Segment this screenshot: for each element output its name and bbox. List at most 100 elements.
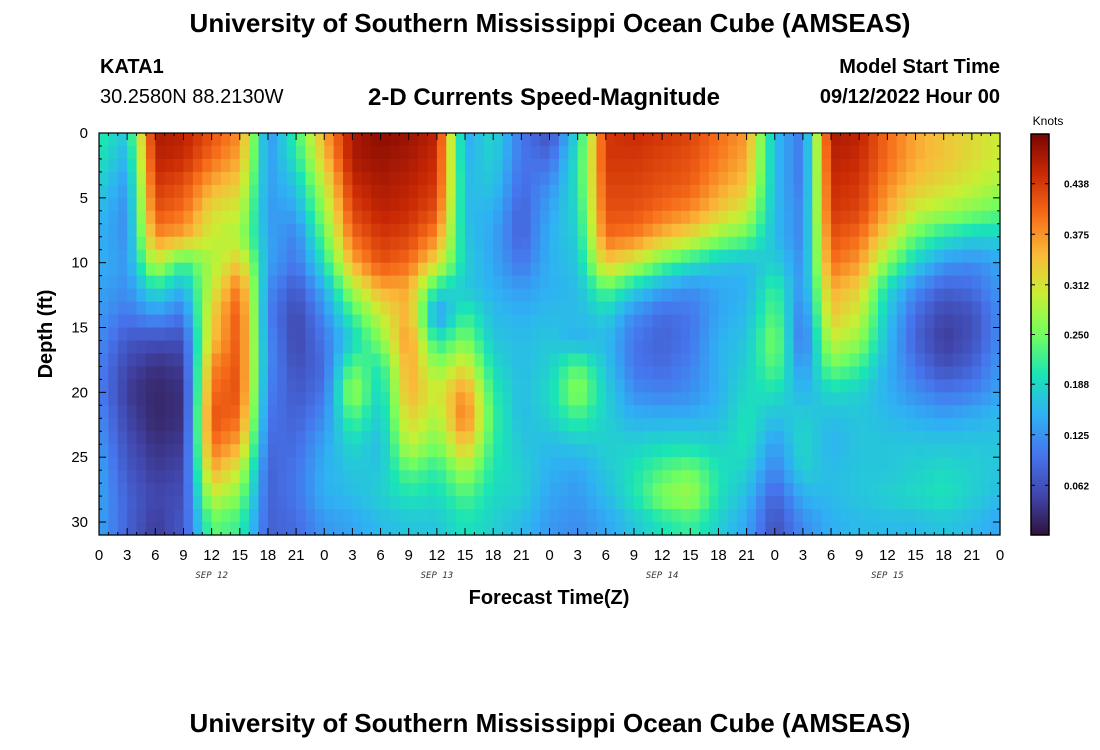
heatmap-cell [633, 418, 644, 432]
heatmap-cell [155, 171, 166, 186]
heatmap-cell [680, 366, 691, 380]
heatmap-cell [352, 366, 363, 380]
heatmap-cell [596, 327, 607, 342]
heatmap-cell [230, 249, 241, 264]
heatmap-cell [333, 366, 344, 380]
heatmap-cell [596, 392, 607, 406]
heatmap-cell [211, 379, 222, 393]
heatmap-cell [633, 496, 644, 510]
heatmap-cell [108, 483, 119, 497]
heatmap-cell [737, 223, 748, 238]
heatmap-cell [737, 184, 748, 199]
heatmap-cell [727, 327, 738, 342]
heatmap-cell [221, 483, 231, 497]
heatmap-cell [418, 275, 429, 290]
heatmap-cell [981, 262, 992, 277]
heatmap-cell [971, 223, 982, 238]
heatmap-cell [812, 470, 823, 484]
heatmap-cell [296, 288, 307, 303]
heatmap-cell [558, 457, 569, 471]
heatmap-cell [324, 236, 335, 251]
heatmap-cell [887, 197, 898, 212]
heatmap-cell [953, 496, 964, 510]
heatmap-cell [577, 353, 588, 368]
heatmap-cell [812, 327, 823, 342]
x-tick-label: 6 [376, 547, 384, 564]
heatmap-cell [859, 236, 870, 251]
heatmap-cell [624, 405, 635, 419]
heatmap-cell [145, 392, 156, 406]
heatmap-cell [399, 483, 410, 497]
heatmap-cell [943, 236, 954, 251]
heatmap-cell [662, 340, 673, 355]
heatmap-cell [474, 457, 485, 471]
heatmap-cell [465, 405, 476, 419]
heatmap-cell [399, 236, 410, 251]
heatmap-cell [361, 405, 372, 419]
heatmap-cell [596, 301, 607, 316]
heatmap-cell [699, 444, 710, 458]
heatmap-cell [530, 431, 541, 445]
heatmap-cell [877, 392, 888, 406]
heatmap-cell [314, 392, 325, 406]
heatmap-cell [784, 288, 795, 303]
heatmap-cell [145, 275, 156, 290]
heatmap-cell [352, 327, 363, 342]
heatmap-cell [652, 210, 663, 225]
heatmap-cell [765, 418, 776, 432]
heatmap-cell [183, 301, 194, 316]
heatmap-cell [680, 509, 691, 523]
heatmap-cell [389, 379, 400, 393]
heatmap-cell [774, 366, 785, 380]
heatmap-cell [831, 470, 842, 484]
heatmap-cell [286, 496, 297, 510]
heatmap-cell [568, 457, 579, 471]
heatmap-cell [511, 262, 522, 277]
heatmap-cell [755, 483, 766, 497]
heatmap-cell [605, 288, 616, 303]
heatmap-cell [540, 392, 551, 406]
heatmap-cell [840, 470, 851, 484]
heatmap-cell [192, 314, 203, 329]
x-tick-label: 12 [654, 547, 671, 564]
heatmap-cell [380, 327, 391, 342]
heatmap-cell [568, 418, 579, 432]
heatmap-cell [286, 223, 297, 238]
heatmap-cell [136, 366, 147, 380]
heatmap-cell [924, 327, 935, 342]
heatmap-cell [474, 301, 485, 316]
x-tick-label: 21 [738, 547, 755, 564]
heatmap-cell [399, 210, 410, 225]
heatmap-cell [502, 249, 513, 264]
heatmap-cell [633, 327, 644, 342]
heatmap-cell [821, 405, 832, 419]
heatmap-cell [737, 457, 748, 471]
heatmap-cell [765, 223, 776, 238]
heatmap-cell [549, 379, 560, 393]
heatmap-cell [446, 262, 457, 277]
heatmap-cell [953, 509, 964, 523]
heatmap-cell [877, 431, 888, 445]
heatmap-cell [821, 483, 832, 497]
heatmap-cell [906, 262, 917, 277]
heatmap-cell [652, 431, 663, 445]
heatmap-cell [596, 262, 607, 277]
heatmap-cell [784, 522, 795, 536]
heatmap-cell [352, 509, 363, 523]
heatmap-cell [643, 314, 654, 329]
heatmap-cell [436, 158, 447, 173]
heatmap-cell [962, 236, 973, 251]
heatmap-cell [258, 262, 269, 277]
heatmap-cell [868, 509, 879, 523]
heatmap-cell [408, 249, 419, 264]
heatmap-cell [727, 133, 738, 147]
heatmap-cell [239, 314, 250, 329]
heatmap-cell [877, 184, 888, 199]
heatmap-cell [962, 418, 973, 432]
heatmap-cell [511, 353, 522, 368]
heatmap-cell [643, 262, 654, 277]
heatmap-cell [333, 340, 344, 355]
heatmap-cell [174, 405, 185, 419]
heatmap-cell [887, 158, 898, 173]
heatmap-cell [192, 483, 203, 497]
